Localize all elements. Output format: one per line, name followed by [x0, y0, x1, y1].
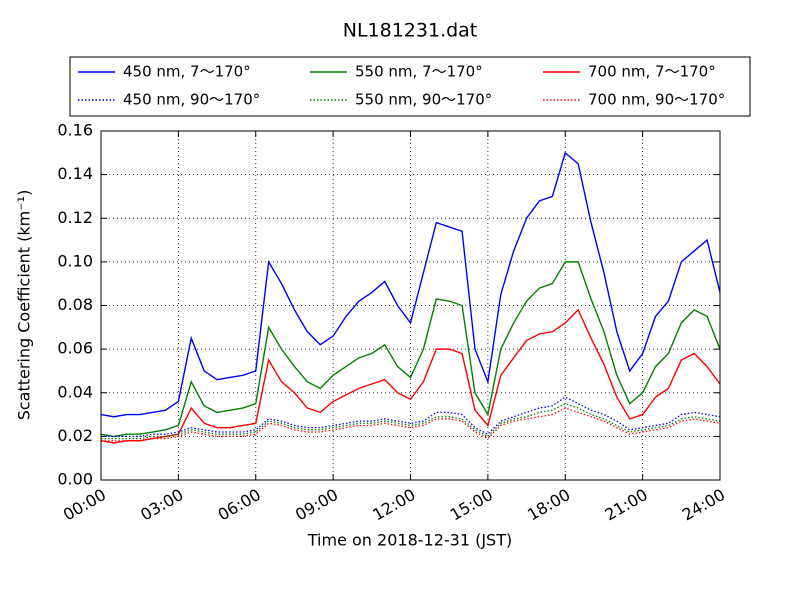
y-tick-label: 0.02 [57, 426, 93, 445]
y-tick-label: 0.00 [57, 470, 93, 489]
y-tick-label: 0.16 [57, 121, 93, 140]
legend-label: 700 nm, 7～170° [588, 63, 716, 81]
y-tick-label: 0.12 [57, 208, 93, 227]
plot-frame [100, 130, 721, 481]
chart-title: NL181231.dat [343, 20, 478, 42]
y-tick-label: 0.08 [57, 295, 93, 314]
y-tick-label: 0.04 [57, 382, 93, 401]
legend: 450 nm, 7～170° 550 nm, 7～170° 700 nm, 7～17… [69, 56, 751, 117]
legend-label: 450 nm, 90～170° [123, 91, 260, 109]
x-axis-label: Time on 2018-12-31 (JST) [307, 531, 512, 550]
legend-label: 700 nm, 90～170° [588, 91, 725, 109]
legend-label: 550 nm, 7～170° [355, 63, 483, 81]
line-series [100, 261, 721, 438]
legend-label: 550 nm, 90～170° [355, 91, 492, 109]
y-tick-label: 0.10 [57, 251, 93, 270]
legend-frame [69, 56, 751, 117]
y-tick-label: 0.14 [57, 164, 93, 183]
line-series [101, 407, 721, 442]
legend-label: 450 nm, 7～170° [123, 63, 251, 81]
y-axis-label: Scattering Coefficient (km⁻¹) [15, 190, 34, 421]
line-series [100, 151, 721, 418]
y-tick-label: 0.06 [57, 339, 93, 358]
line-series [100, 308, 721, 444]
line-series [101, 396, 721, 438]
